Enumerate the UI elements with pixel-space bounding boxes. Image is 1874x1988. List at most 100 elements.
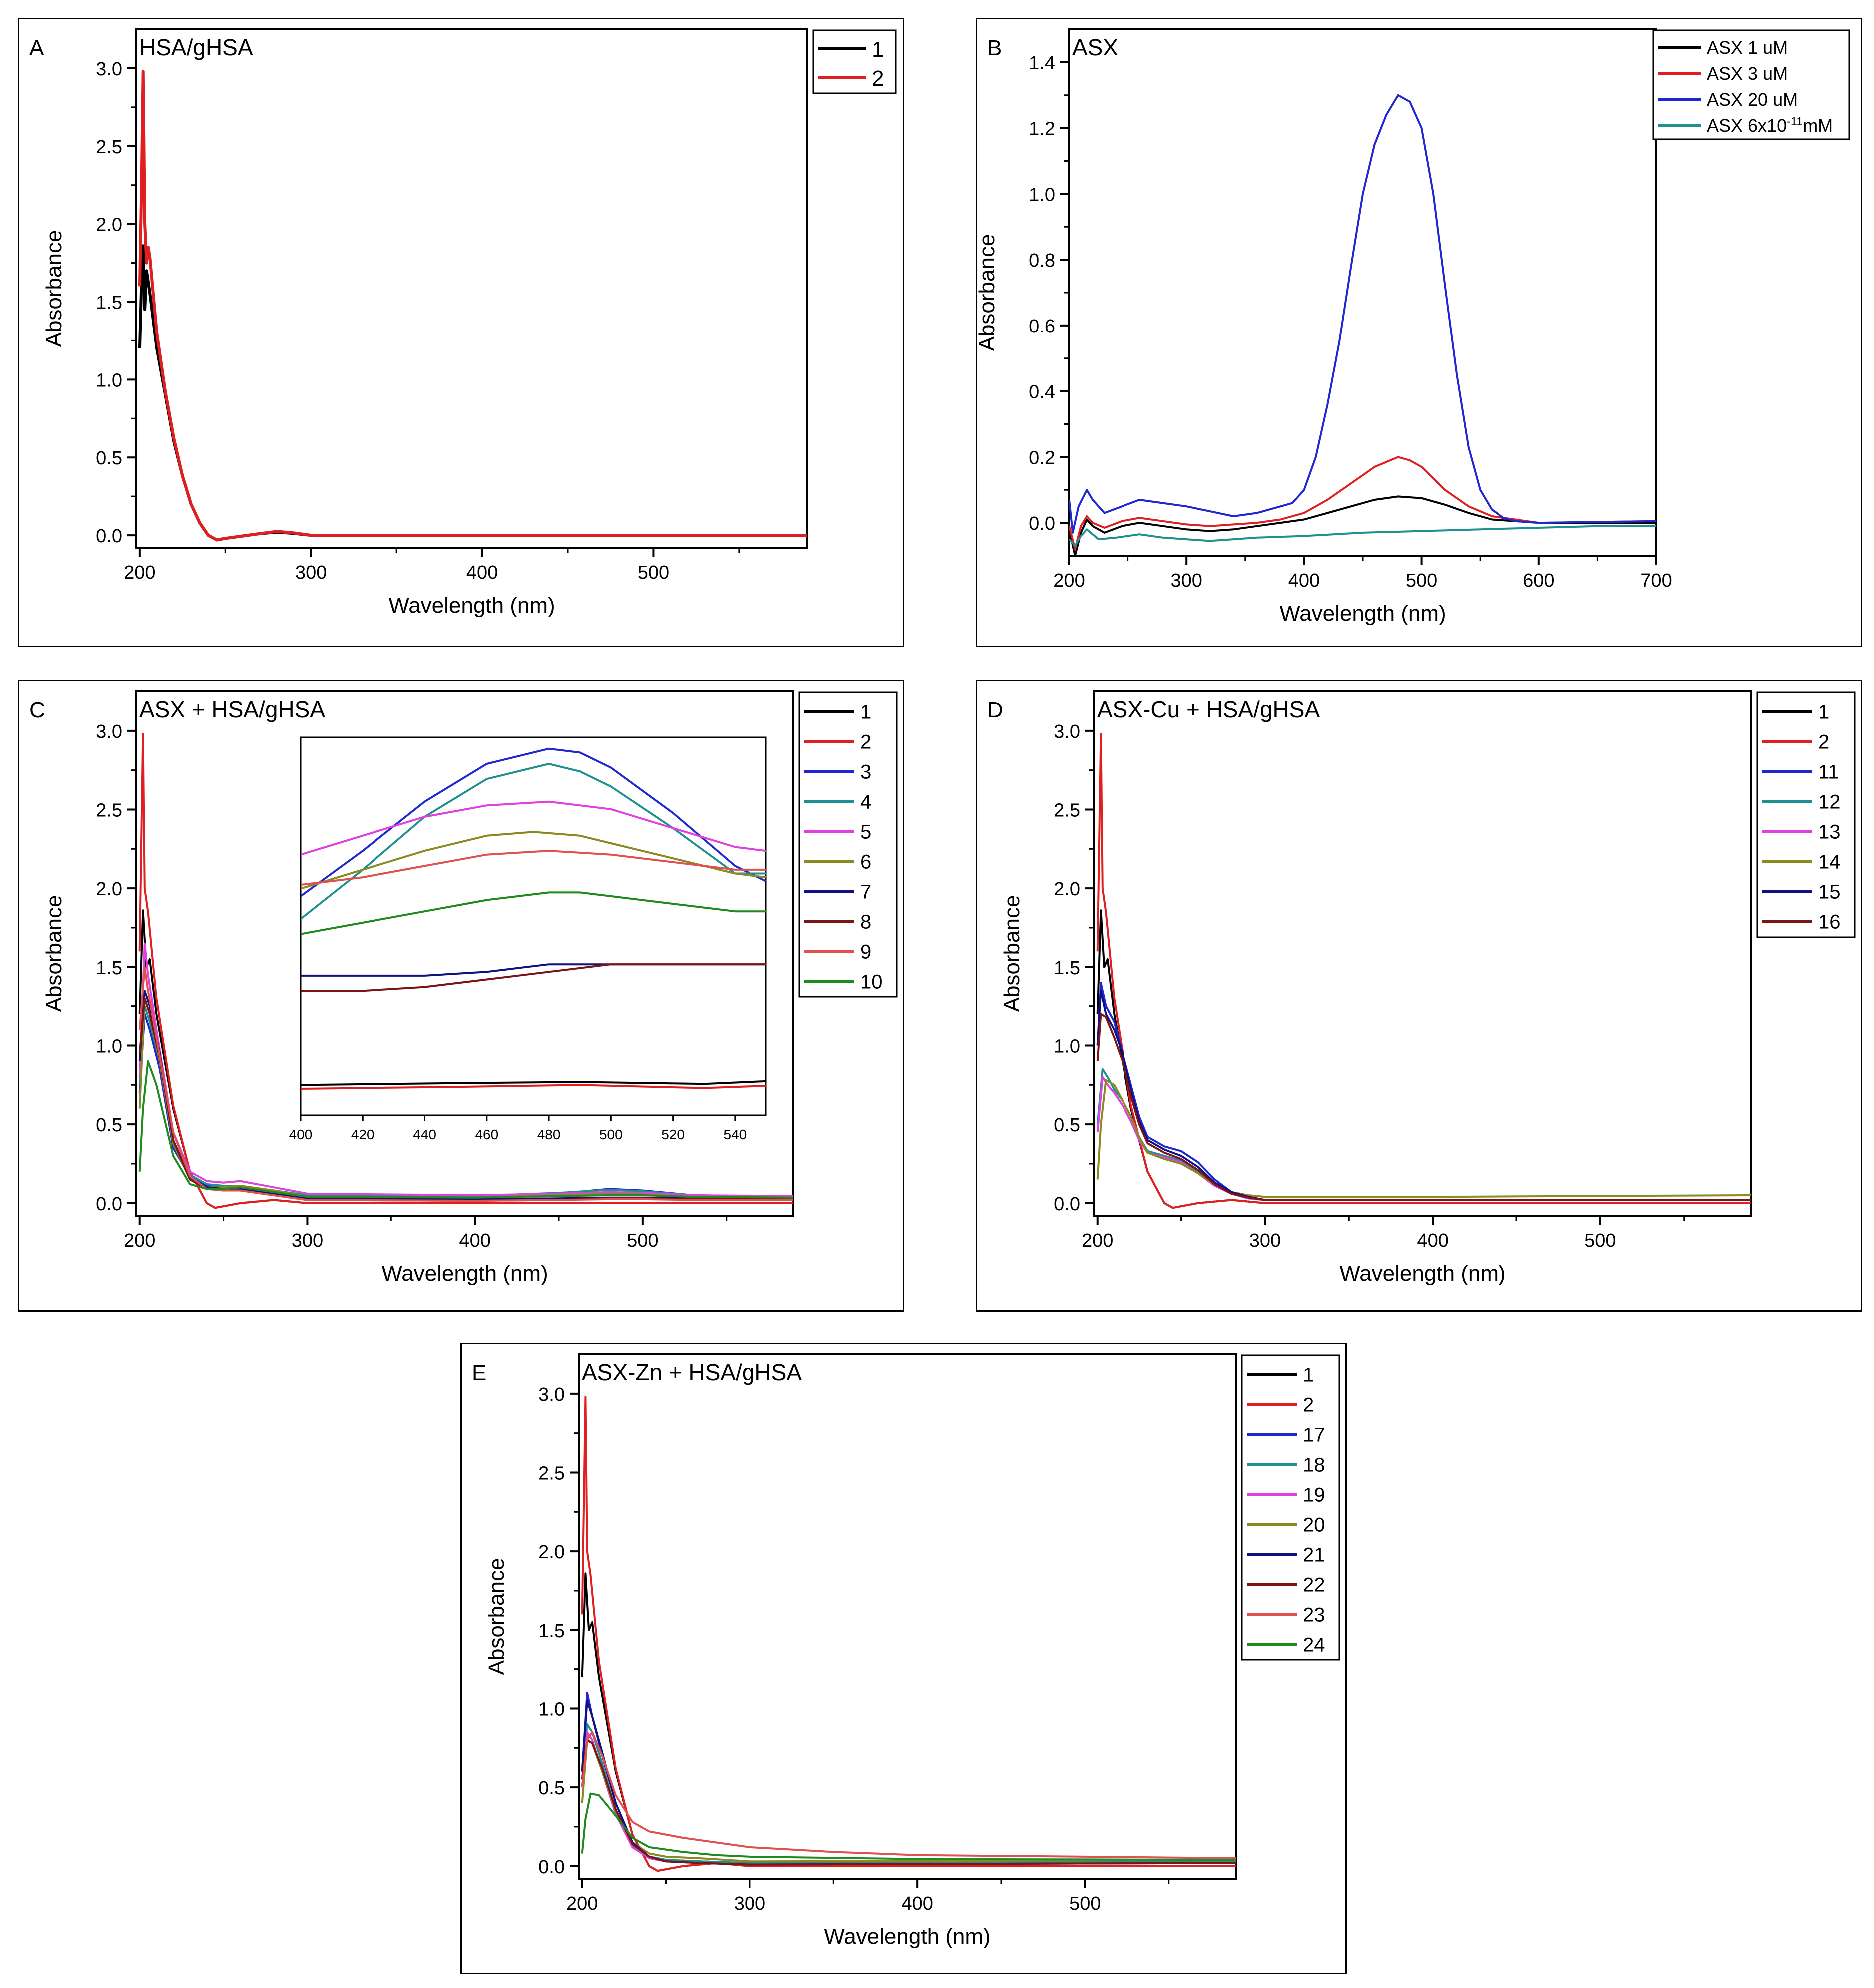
legend-label: 5 [860,821,871,843]
x-tick-label: 500 [1069,1893,1101,1914]
x-tick-label: 500 [627,1230,658,1251]
inset-series-group [301,747,766,1090]
legend-label: 1 [1818,701,1829,723]
x-tick-label: 200 [1082,1230,1113,1251]
inset-series-line-10 [301,891,766,935]
x-tick-label: 400 [466,562,498,583]
y-tick-label: 3.0 [96,59,122,80]
y-tick-label: 0.0 [1029,513,1055,534]
series-line-23 [581,1731,1236,1859]
series-group [581,1396,1236,1872]
series-line-15 [1096,990,1751,1201]
legend-label: 9 [860,941,871,963]
plot-frame [578,1353,1237,1880]
inset-x-tick-label: 400 [289,1127,313,1142]
x-axis-label: Wavelength (nm) [1339,1261,1505,1286]
inset-series-line-5 [301,800,766,856]
legend-label: 1 [1303,1364,1314,1386]
legend-label: 2 [860,731,871,753]
series-line-ASX-6x10 [1069,525,1656,547]
y-tick-label: 2.5 [1054,800,1080,821]
panel-a: A 0.0 0.5 1.0 1.5 2.0 2.5 3.0 200 300 400 500 Wavele… [18,18,904,647]
legend-label-suffix: mM [1803,115,1833,136]
panel-letter: D [987,698,1003,722]
chart-title: ASX-Zn + HSA/gHSA [582,1359,802,1385]
y-tick-label: 2.5 [538,1463,565,1484]
y-tick-label: 1.4 [1029,53,1055,74]
x-tick-label: 700 [1640,570,1672,591]
x-tick-label: 400 [459,1230,490,1251]
chart-e: E 0.0 0.5 1.0 1.5 2.0 2.5 3.0 200 300 400 500 Wavele… [472,1353,1340,1949]
x-tick-label: 200 [1053,570,1085,591]
inset-series-line-9 [301,850,766,886]
y-tick-label: 2.0 [96,879,122,900]
chart-title: ASX [1072,34,1118,60]
legend-label: 8 [860,911,871,933]
series-line-21 [581,1699,1236,1866]
y-tick-label: 0.5 [96,1115,122,1136]
legend-box [1756,691,1856,938]
y-tick-label: 0.5 [538,1778,565,1799]
chart-b: B 0.0 0.2 0.4 0.6 0.8 1.0 1.2 1.4 200 300 400 500 600… [975,28,1850,626]
x-axis-label: Wavelength (nm) [1279,601,1446,626]
legend-label: ASX 20 uM [1707,89,1798,110]
legend-label: 18 [1303,1454,1325,1476]
inset-x-tick-label: 520 [661,1127,685,1142]
inset-series-line-8 [301,963,766,992]
inset-x-tick-label: 460 [475,1127,498,1142]
x-axis-label: Wavelength (nm) [381,1261,548,1286]
x-tick-label: 300 [1249,1230,1281,1251]
y-tick-label: 3.0 [1054,721,1080,742]
series-group [1069,94,1656,556]
x-axis-label: Wavelength (nm) [388,593,555,618]
y-tick-label: 2.5 [96,137,122,158]
series-line-10 [138,1060,793,1199]
series-line-1 [1096,909,1751,1209]
x-tick-label: 500 [638,562,669,583]
x-tick-label: 400 [1288,570,1320,591]
series-line-5 [138,942,793,1197]
panel-c: C 0.0 0.5 1.0 1.5 2.0 2.5 3.0 200 300 400 500 Wavele… [18,680,904,1312]
y-tick-label: 1.5 [96,292,122,313]
x-tick-label: 200 [124,1230,155,1251]
panel-b: B 0.0 0.2 0.4 0.6 0.8 1.0 1.2 1.4 200 300 400 500 600… [975,18,1862,647]
x-tick-label: 300 [734,1893,765,1914]
y-tick-label: 1.5 [538,1621,565,1642]
series-line-24 [581,1792,1236,1861]
series-line-18 [581,1723,1236,1864]
x-tick-label: 500 [1584,1230,1616,1251]
y-tick-label: 1.0 [1029,184,1055,205]
x-tick-label: 300 [1170,570,1202,591]
inset-frame [300,736,767,1116]
series-group [138,733,793,1209]
series-group [1096,733,1751,1209]
chart-title: ASX-Cu + HSA/gHSA [1097,696,1320,722]
legend-label: 23 [1303,1604,1325,1626]
legend-label: 1 [860,701,871,723]
y-tick-label: 1.2 [1029,119,1055,140]
panel-e: E 0.0 0.5 1.0 1.5 2.0 2.5 3.0 200 300 400 500 Wavele… [460,1343,1347,1974]
y-tick-label: 0.0 [96,526,122,547]
y-tick-label: 0.5 [1054,1115,1080,1136]
y-tick-label: 0.0 [538,1857,565,1878]
x-tick-label: 400 [1417,1230,1448,1251]
y-tick-label: 1.0 [96,1036,122,1057]
series-line-1 [138,244,807,542]
series-line-ASX-3-uM [1069,456,1656,550]
series-line-14 [1096,1079,1751,1198]
legend-label: 20 [1303,1514,1325,1536]
legend-label: 2 [1303,1394,1314,1416]
y-tick-label: 2.0 [538,1542,565,1563]
series-line-12 [1096,1068,1751,1201]
inset-x-tick-label: 500 [599,1127,623,1142]
y-tick-label: 1.0 [1054,1036,1080,1057]
legend-label: 24 [1303,1634,1325,1656]
panel-letter: C [29,698,45,722]
legend-label: 4 [860,791,871,813]
legend-label: ASX 6x10-11mM [1707,115,1833,136]
chart-a: A 0.0 0.5 1.0 1.5 2.0 2.5 3.0 200 300 400 500 Wavele… [29,28,897,618]
x-tick-label: 200 [124,562,155,583]
plot-frame [135,28,808,549]
legend-box [798,691,898,998]
x-axis-label: Wavelength (nm) [824,1924,990,1949]
